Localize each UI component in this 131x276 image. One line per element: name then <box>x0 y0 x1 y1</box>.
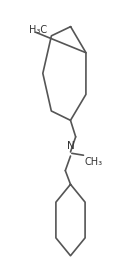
Text: H₃C: H₃C <box>29 25 47 34</box>
Text: CH₃: CH₃ <box>85 156 103 167</box>
Text: N: N <box>67 140 74 150</box>
